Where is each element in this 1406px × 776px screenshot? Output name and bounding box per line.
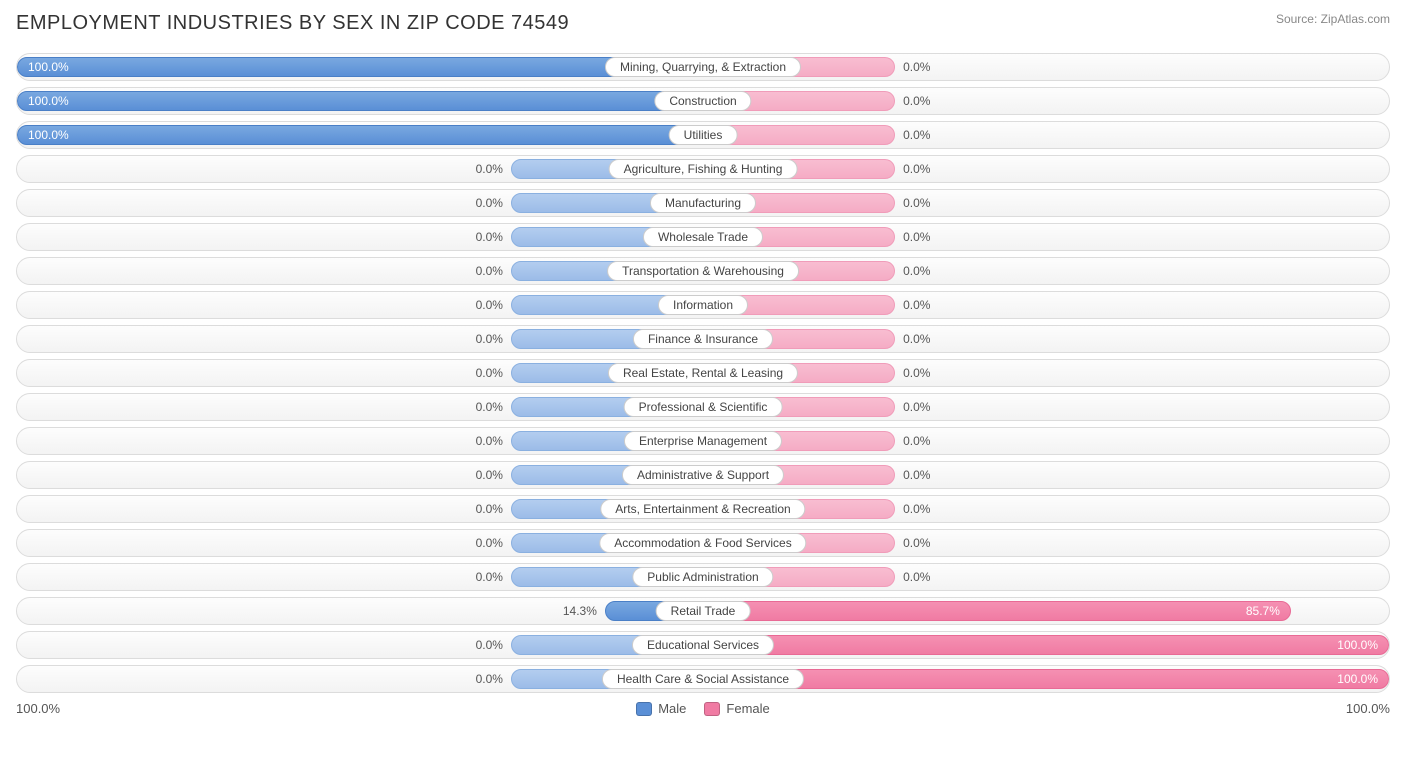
row-category-label: Administrative & Support xyxy=(622,465,784,485)
male-value: 0.0% xyxy=(476,196,503,210)
row-category-label: Information xyxy=(658,295,748,315)
chart-source: Source: ZipAtlas.com xyxy=(1276,12,1390,26)
male-value: 0.0% xyxy=(476,298,503,312)
chart-row: 100.0% 0.0% Utilities xyxy=(16,121,1390,149)
chart-row: 0.0% 100.0% Educational Services xyxy=(16,631,1390,659)
legend-female-label: Female xyxy=(726,701,769,716)
female-value: 100.0% xyxy=(1337,672,1378,686)
legend-male: Male xyxy=(636,701,686,716)
male-value: 0.0% xyxy=(476,230,503,244)
female-value: 0.0% xyxy=(903,400,930,414)
female-value: 0.0% xyxy=(903,60,930,74)
female-value: 85.7% xyxy=(1246,604,1280,618)
male-value: 0.0% xyxy=(476,536,503,550)
row-category-label: Professional & Scientific xyxy=(624,397,783,417)
legend-male-label: Male xyxy=(658,701,686,716)
female-value: 0.0% xyxy=(903,230,930,244)
female-value: 0.0% xyxy=(903,264,930,278)
male-value: 0.0% xyxy=(476,400,503,414)
row-category-label: Wholesale Trade xyxy=(643,227,763,247)
chart-row: 0.0% 0.0% Finance & Insurance xyxy=(16,325,1390,353)
male-value: 0.0% xyxy=(476,434,503,448)
male-value: 0.0% xyxy=(476,162,503,176)
legend-female: Female xyxy=(704,701,769,716)
female-value: 0.0% xyxy=(903,434,930,448)
diverging-bar-chart: 100.0% 0.0% Mining, Quarrying, & Extractio… xyxy=(16,53,1390,693)
chart-row: 0.0% 0.0% Accommodation & Food Services xyxy=(16,529,1390,557)
row-category-label: Agriculture, Fishing & Hunting xyxy=(609,159,798,179)
chart-title: EMPLOYMENT INDUSTRIES BY SEX IN ZIP CODE… xyxy=(16,12,569,35)
row-category-label: Health Care & Social Assistance xyxy=(602,669,804,689)
male-bar: 100.0% xyxy=(17,91,703,111)
row-category-label: Finance & Insurance xyxy=(633,329,773,349)
chart-row: 0.0% 0.0% Real Estate, Rental & Leasing xyxy=(16,359,1390,387)
male-value: 0.0% xyxy=(476,502,503,516)
female-swatch-icon xyxy=(704,702,720,716)
row-category-label: Arts, Entertainment & Recreation xyxy=(600,499,805,519)
male-value: 0.0% xyxy=(476,638,503,652)
chart-row: 0.0% 0.0% Wholesale Trade xyxy=(16,223,1390,251)
female-value: 0.0% xyxy=(903,536,930,550)
row-category-label: Educational Services xyxy=(632,635,774,655)
chart-row: 0.0% 0.0% Agriculture, Fishing & Hunting xyxy=(16,155,1390,183)
male-value: 0.0% xyxy=(476,366,503,380)
female-value: 0.0% xyxy=(903,468,930,482)
male-bar: 100.0% xyxy=(17,57,703,77)
chart-footer: 100.0% Male Female 100.0% xyxy=(16,701,1390,716)
row-category-label: Real Estate, Rental & Leasing xyxy=(608,363,798,383)
row-category-label: Transportation & Warehousing xyxy=(607,261,799,281)
female-value: 100.0% xyxy=(1337,638,1378,652)
chart-row: 100.0% 0.0% Mining, Quarrying, & Extractio… xyxy=(16,53,1390,81)
male-value: 0.0% xyxy=(476,468,503,482)
female-bar: 100.0% xyxy=(703,635,1389,655)
male-bar: 100.0% xyxy=(17,125,703,145)
female-value: 0.0% xyxy=(903,570,930,584)
male-value: 0.0% xyxy=(476,332,503,346)
chart-legend: Male Female xyxy=(636,701,770,716)
female-value: 0.0% xyxy=(903,366,930,380)
chart-row: 0.0% 0.0% Manufacturing xyxy=(16,189,1390,217)
female-value: 0.0% xyxy=(903,94,930,108)
chart-row: 0.0% 0.0% Transportation & Warehousing xyxy=(16,257,1390,285)
row-category-label: Mining, Quarrying, & Extraction xyxy=(605,57,801,77)
chart-row: 0.0% 0.0% Professional & Scientific xyxy=(16,393,1390,421)
chart-row: 14.3% 85.7% Retail Trade xyxy=(16,597,1390,625)
axis-left-label: 100.0% xyxy=(16,701,60,716)
row-category-label: Accommodation & Food Services xyxy=(599,533,806,553)
female-value: 0.0% xyxy=(903,502,930,516)
axis-right-label: 100.0% xyxy=(1346,701,1390,716)
female-value: 0.0% xyxy=(903,128,930,142)
chart-row: 100.0% 0.0% Construction xyxy=(16,87,1390,115)
female-value: 0.0% xyxy=(903,298,930,312)
male-value: 0.0% xyxy=(476,264,503,278)
female-value: 0.0% xyxy=(903,332,930,346)
row-category-label: Public Administration xyxy=(632,567,773,587)
chart-row: 0.0% 100.0% Health Care & Social Assistanc… xyxy=(16,665,1390,693)
female-value: 0.0% xyxy=(903,162,930,176)
chart-header: EMPLOYMENT INDUSTRIES BY SEX IN ZIP CODE… xyxy=(16,12,1390,35)
male-value: 14.3% xyxy=(563,604,597,618)
female-value: 0.0% xyxy=(903,196,930,210)
row-category-label: Manufacturing xyxy=(650,193,756,213)
male-value: 0.0% xyxy=(476,672,503,686)
female-bar: 100.0% xyxy=(703,669,1389,689)
chart-row: 0.0% 0.0% Administrative & Support xyxy=(16,461,1390,489)
female-bar: 85.7% xyxy=(703,601,1291,621)
male-value: 100.0% xyxy=(28,128,69,142)
male-value: 100.0% xyxy=(28,94,69,108)
male-value: 100.0% xyxy=(28,60,69,74)
male-swatch-icon xyxy=(636,702,652,716)
row-category-label: Enterprise Management xyxy=(624,431,782,451)
row-category-label: Utilities xyxy=(669,125,738,145)
row-category-label: Retail Trade xyxy=(656,601,751,621)
chart-row: 0.0% 0.0% Public Administration xyxy=(16,563,1390,591)
row-category-label: Construction xyxy=(654,91,751,111)
chart-row: 0.0% 0.0% Information xyxy=(16,291,1390,319)
chart-row: 0.0% 0.0% Arts, Entertainment & Recreation xyxy=(16,495,1390,523)
male-value: 0.0% xyxy=(476,570,503,584)
chart-row: 0.0% 0.0% Enterprise Management xyxy=(16,427,1390,455)
